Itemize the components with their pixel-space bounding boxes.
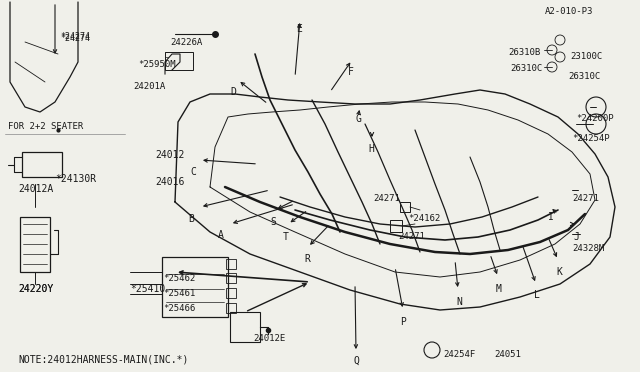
Text: A2-010-P3: A2-010-P3 — [545, 7, 593, 16]
Text: C: C — [190, 167, 196, 177]
Text: *24162: *24162 — [408, 214, 440, 223]
Text: *24254P: *24254P — [572, 134, 610, 143]
Text: *25950M: *25950M — [138, 60, 175, 69]
Text: 24051: 24051 — [494, 350, 521, 359]
Text: M: M — [496, 284, 502, 294]
Text: *24274: *24274 — [60, 34, 90, 43]
Bar — [226, 303, 236, 313]
Text: E: E — [296, 24, 302, 34]
Text: 26310B: 26310B — [508, 48, 540, 57]
Bar — [226, 288, 236, 298]
Bar — [230, 312, 260, 342]
Bar — [226, 273, 236, 283]
Text: *24130R: *24130R — [55, 174, 96, 184]
Bar — [20, 217, 50, 272]
Text: R: R — [304, 254, 310, 264]
Text: 24328M: 24328M — [572, 244, 604, 253]
Text: 23100C: 23100C — [570, 52, 602, 61]
Text: 24012E: 24012E — [253, 334, 285, 343]
Bar — [162, 257, 228, 317]
Text: 24016: 24016 — [155, 177, 184, 187]
Text: A: A — [218, 230, 224, 240]
Bar — [165, 52, 193, 70]
Text: 24254F: 24254F — [443, 350, 476, 359]
Text: F: F — [348, 67, 354, 77]
Text: 24201A: 24201A — [133, 82, 165, 91]
Bar — [400, 202, 410, 212]
Text: *25410: *25410 — [130, 284, 165, 294]
Text: 24012A: 24012A — [18, 184, 53, 194]
Text: 24271: 24271 — [572, 194, 599, 203]
Text: K: K — [556, 267, 562, 277]
Text: S: S — [270, 217, 276, 227]
Text: FOR 2+2 SEATER: FOR 2+2 SEATER — [8, 122, 83, 131]
Text: I: I — [548, 212, 554, 222]
Text: 24220Y: 24220Y — [18, 284, 53, 294]
Text: 24012: 24012 — [155, 150, 184, 160]
Text: 26310C: 26310C — [510, 64, 542, 73]
Text: 26310C: 26310C — [568, 72, 600, 81]
Text: 24220Y: 24220Y — [18, 284, 53, 294]
Bar — [226, 259, 236, 269]
Text: J: J — [573, 232, 579, 242]
Text: H: H — [368, 144, 374, 154]
Text: P: P — [400, 317, 406, 327]
Text: *24200P: *24200P — [576, 114, 614, 123]
Text: 24226A: 24226A — [170, 38, 202, 47]
Text: *24274: *24274 — [60, 32, 90, 41]
Bar — [390, 220, 402, 232]
Bar — [22, 152, 62, 177]
Text: *25461: *25461 — [163, 289, 195, 298]
Text: N: N — [456, 297, 462, 307]
Text: Q: Q — [354, 356, 360, 366]
Text: G: G — [355, 114, 361, 124]
Text: *25462: *25462 — [163, 274, 195, 283]
Text: NOTE:24012HARNESS-MAIN(INC.*): NOTE:24012HARNESS-MAIN(INC.*) — [18, 354, 188, 364]
Text: 24271: 24271 — [398, 232, 425, 241]
Text: T: T — [283, 232, 289, 242]
Text: *25466: *25466 — [163, 304, 195, 313]
Text: 24271: 24271 — [373, 194, 400, 203]
Text: D: D — [230, 87, 236, 97]
Text: B: B — [188, 214, 194, 224]
Text: L: L — [534, 290, 540, 300]
